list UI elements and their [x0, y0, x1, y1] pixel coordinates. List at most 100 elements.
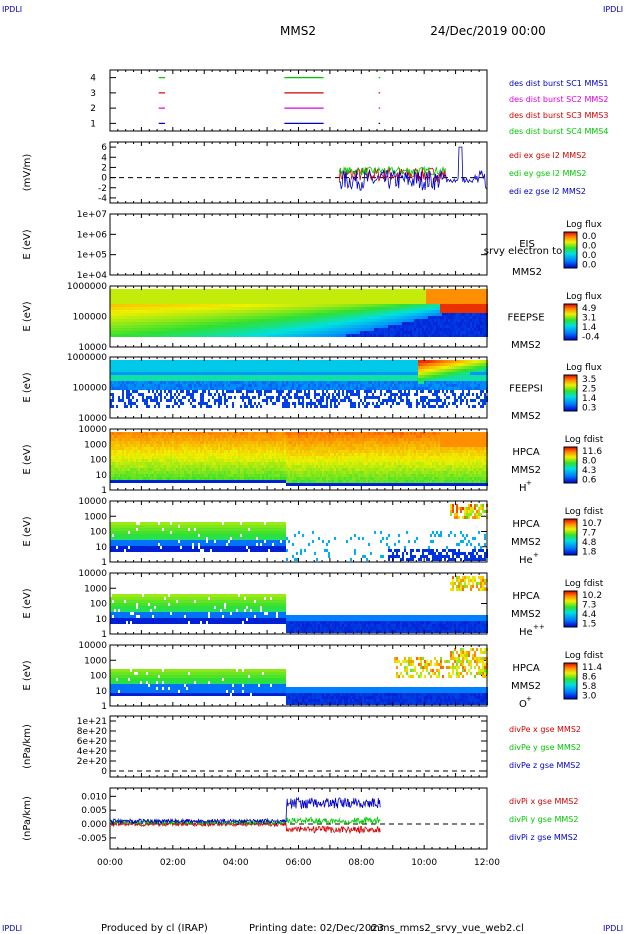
spectrogram-cell	[414, 328, 416, 331]
spectrogram-cell	[132, 310, 134, 313]
spectrogram-cell	[202, 402, 204, 405]
spectrogram-cell	[402, 316, 404, 319]
spectrogram-cell	[332, 381, 334, 384]
spectrogram-cell	[304, 295, 306, 298]
spectrogram-cell	[156, 369, 158, 372]
spectrogram-cell	[110, 310, 112, 313]
spectrogram-cell	[142, 301, 144, 304]
spectrogram-cell	[346, 301, 348, 304]
spectrogram-cell	[182, 319, 184, 322]
spectrogram-cell	[162, 295, 164, 298]
spectrogram-cell	[250, 390, 252, 393]
spectrogram-cell	[192, 307, 194, 310]
spectrogram-cell	[250, 328, 252, 331]
spectrogram-cell	[336, 405, 338, 408]
spectrogram-cell	[268, 390, 270, 393]
spacecraft-label: MMS2	[511, 340, 541, 351]
spectrogram-cell	[384, 325, 386, 328]
spectrogram-cell	[204, 295, 206, 298]
spectrogram-cell	[114, 331, 116, 334]
spectrogram-cell	[322, 328, 324, 331]
spectrogram-cell	[226, 334, 228, 337]
spectrogram-cell	[270, 387, 272, 390]
spectrogram-cell	[436, 292, 438, 295]
spectrogram-cell	[274, 292, 276, 295]
spectrogram-cell	[464, 304, 466, 307]
spectrogram-cell	[366, 325, 368, 328]
spectrogram-cell	[166, 298, 168, 301]
spectrogram-cell	[434, 325, 436, 328]
spectrogram-cell	[188, 328, 190, 331]
spectrogram-cell	[130, 384, 132, 387]
spectrogram-cell	[214, 298, 216, 301]
spectrogram-cell	[284, 378, 286, 381]
spectrogram-cell	[150, 319, 152, 322]
spectrogram-cell	[136, 298, 138, 301]
spectrogram-cell	[312, 375, 314, 378]
spectrogram-cell	[426, 316, 428, 319]
spectrogram-cell	[358, 319, 360, 322]
spectrogram-cell	[116, 316, 118, 319]
spectrogram-cell	[168, 369, 170, 372]
spectrogram-cell	[218, 319, 220, 322]
spectrogram-cell	[170, 366, 172, 369]
spectrogram-cell	[248, 384, 250, 387]
spectrogram-cell	[382, 328, 384, 331]
spectrogram-cell	[118, 328, 120, 331]
spectrogram-cell	[334, 316, 336, 319]
spectrogram-cell	[288, 298, 290, 301]
spectrogram-cell	[268, 325, 270, 328]
spectrogram-cell	[328, 292, 330, 295]
spectrogram-cell	[266, 322, 268, 325]
spectrogram-cell	[432, 313, 434, 316]
spectrogram-cell	[142, 387, 144, 390]
spectrogram-cell	[150, 298, 152, 301]
spectrogram-cell	[128, 399, 130, 402]
spectrogram-cell	[330, 322, 332, 325]
spectrogram-cell	[288, 363, 290, 366]
spectrogram-cell	[220, 387, 222, 390]
spectrogram-cell	[466, 319, 468, 322]
spectrogram-cell	[194, 384, 196, 387]
spectrogram-cell	[170, 328, 172, 331]
spectrogram-cell	[400, 307, 402, 310]
spectrogram-cell	[252, 304, 254, 307]
spectrogram-cell	[132, 322, 134, 325]
spectrogram-cell	[254, 387, 256, 390]
spectrogram-cell	[332, 298, 334, 301]
spectrogram-cell	[302, 292, 304, 295]
spectrogram-cell	[170, 360, 172, 363]
spectrogram-cell	[198, 328, 200, 331]
spectrogram-cell	[132, 301, 134, 304]
spectrogram-cell	[452, 298, 454, 301]
spectrogram-cell	[140, 292, 142, 295]
spectrogram-cell	[434, 328, 436, 331]
spectrogram-cell	[262, 295, 264, 298]
spectrogram-cell	[206, 331, 208, 334]
spectrogram-cell	[302, 381, 304, 384]
spectrogram-cell	[264, 378, 266, 381]
spectrogram-cell	[260, 381, 262, 384]
spectrogram-cell	[268, 378, 270, 381]
spectrogram-cell	[330, 307, 332, 310]
spectrogram-cell	[432, 289, 434, 292]
spectrogram-cell	[418, 304, 420, 307]
spectrogram-cell	[184, 328, 186, 331]
spectrogram-cell	[200, 319, 202, 322]
spectrogram-cell	[344, 292, 346, 295]
spectrogram-cell	[136, 405, 138, 408]
spectrogram-cell	[112, 328, 114, 331]
spectrogram-cell	[406, 289, 408, 292]
spectrogram-cell	[316, 372, 318, 375]
spectrogram-cell	[130, 289, 132, 292]
spectrogram-cell	[234, 331, 236, 334]
spectrogram-cell	[240, 372, 242, 375]
spectrogram-cell	[362, 307, 364, 310]
spectrogram-cell	[130, 387, 132, 390]
spectrogram-cell	[324, 316, 326, 319]
spectrogram-cell	[146, 310, 148, 313]
spectrogram-cell	[288, 313, 290, 316]
spectrogram-cell	[376, 334, 378, 337]
spectrogram-cell	[322, 319, 324, 322]
spectrogram-cell	[200, 295, 202, 298]
